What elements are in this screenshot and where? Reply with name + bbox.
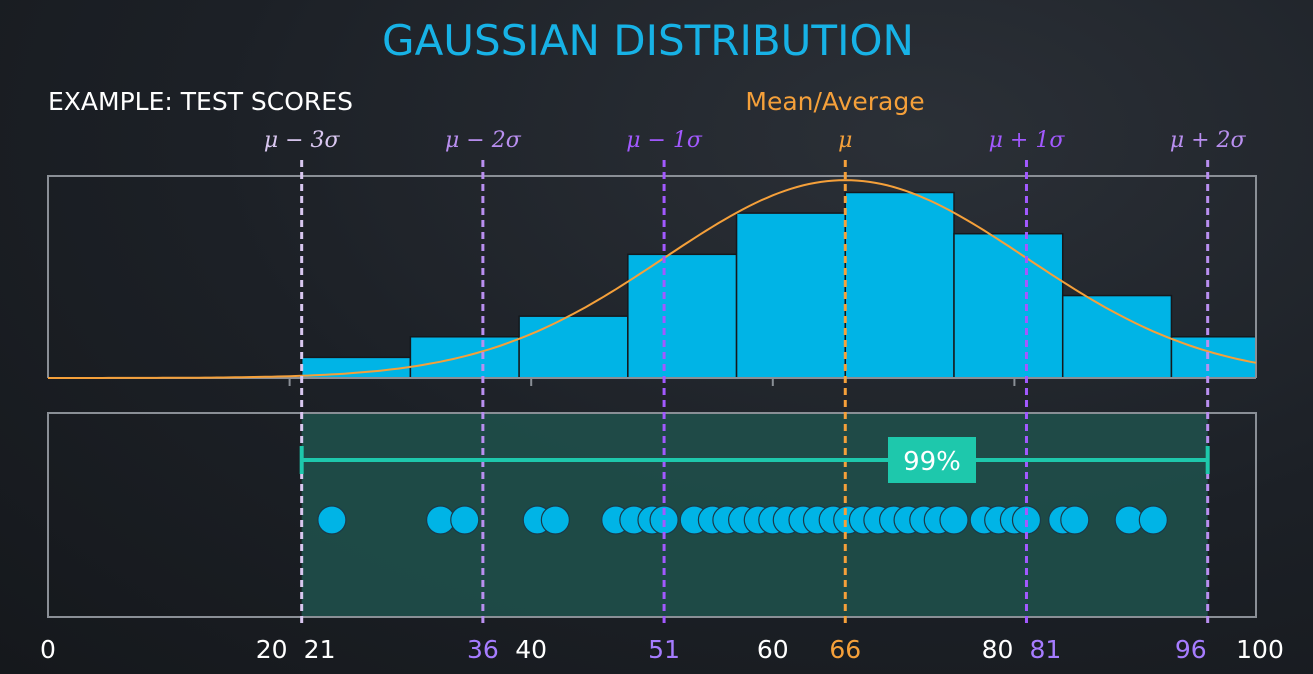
range-label-box xyxy=(888,437,976,483)
sigma-label: μ − 3σ xyxy=(264,128,341,153)
histogram-frame xyxy=(47,175,1257,378)
sigma-line-layer xyxy=(300,160,1210,628)
sigma-label: μ − 2σ xyxy=(445,128,522,153)
histogram-bar xyxy=(518,315,629,379)
dot-layer xyxy=(317,505,1168,535)
sample-point xyxy=(317,505,347,535)
x-tick-label: 20 xyxy=(256,635,288,664)
sigma-label: μ xyxy=(838,128,852,153)
x-tick-label: 60 xyxy=(757,635,789,664)
chart-title: GAUSSIAN DISTRIBUTION xyxy=(382,16,914,65)
x-tick-label: 66 xyxy=(829,635,861,664)
dot-panel-frame xyxy=(47,412,1257,618)
x-tick-label: 81 xyxy=(1029,635,1061,664)
sample-point xyxy=(1060,505,1090,535)
x-tick-label: 21 xyxy=(304,635,336,664)
mean-label: Mean/Average xyxy=(745,87,924,116)
x-tick-label: 40 xyxy=(515,635,547,664)
x-tick-label: 0 xyxy=(40,635,56,664)
sample-point xyxy=(450,505,480,535)
histogram-layer xyxy=(300,191,1257,379)
histogram-bar xyxy=(735,212,847,379)
sigma-label: μ − 1σ xyxy=(626,128,703,153)
histogram-bar xyxy=(1061,294,1173,379)
histogram-bar xyxy=(627,253,738,379)
gaussian-curve xyxy=(48,179,1257,379)
histogram-bar xyxy=(409,336,520,379)
sample-point xyxy=(939,505,969,535)
sigma-label: μ + 1σ xyxy=(989,128,1066,153)
x-tick-label: 80 xyxy=(982,635,1014,664)
x-tick-label: 51 xyxy=(648,635,680,664)
range-indicator-layer: 99% xyxy=(299,437,1210,483)
x-tick-label: 36 xyxy=(467,635,499,664)
range-label: 99% xyxy=(903,447,961,477)
label-layer: μ − 3σ μ − 2σ μ − 1σ μ μ + 1σ μ + 2σ 0 20 21 36 40… xyxy=(40,128,1284,664)
x-tick-label: 96 xyxy=(1175,635,1207,664)
x-tick-label: 100 xyxy=(1236,635,1284,664)
sample-point xyxy=(540,505,570,535)
curve-layer xyxy=(48,179,1257,379)
histogram-bar xyxy=(844,191,955,379)
sample-point xyxy=(1138,505,1168,535)
sigma-label: μ + 2σ xyxy=(1170,128,1247,153)
chart-subtitle: EXAMPLE: TEST SCORES xyxy=(48,87,353,116)
histogram-bar xyxy=(953,232,1064,379)
